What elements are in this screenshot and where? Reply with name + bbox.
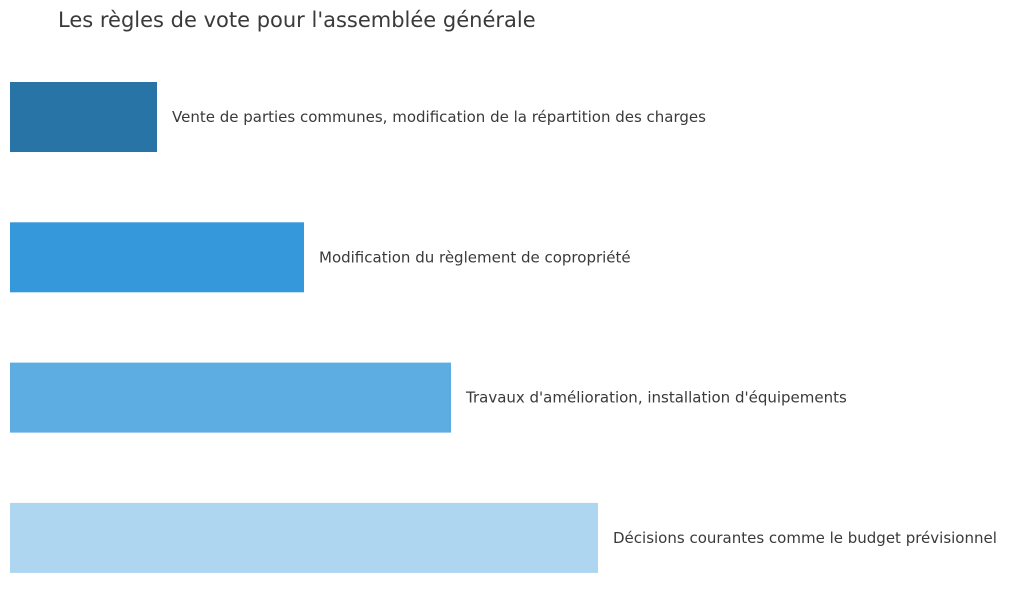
bar-label-1: Vente de parties communes, modification …	[172, 108, 706, 126]
bar-labels-group: Vente de parties communes, modification …	[172, 108, 997, 547]
bar-3	[10, 362, 451, 433]
chart-title: Les règles de vote pour l'assemblée géné…	[58, 8, 536, 32]
bar-4	[10, 502, 598, 573]
bar-label-4: Décisions courantes comme le budget prév…	[613, 529, 997, 547]
bar-2	[10, 222, 304, 293]
bars-group	[10, 82, 598, 573]
bar-label-2: Modification du règlement de copropriété	[319, 248, 631, 266]
bar-label-3: Travaux d'amélioration, installation d'é…	[465, 389, 847, 407]
bar-1	[10, 82, 157, 152]
